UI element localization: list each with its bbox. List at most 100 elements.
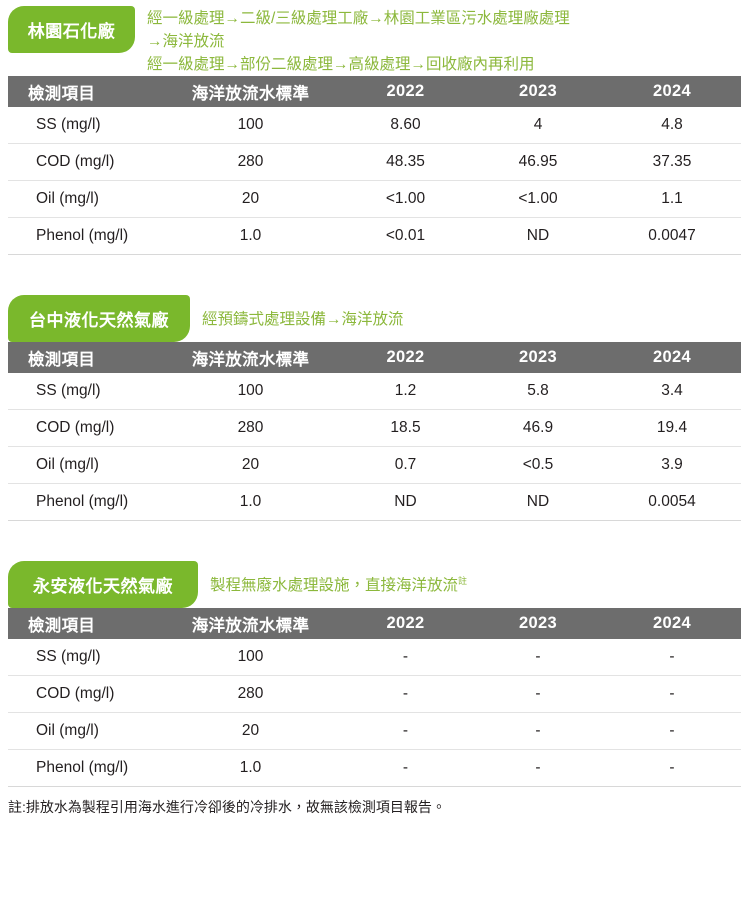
section-gap <box>0 521 749 561</box>
cell-item: COD (mg/l) <box>8 143 163 181</box>
table-footnote: 註:排放水為製程引用海水進行冷卻後的冷排水，故無該檢測項目報告。 <box>8 799 446 815</box>
cell-standard: 100 <box>163 639 338 676</box>
column-header-2022: 2022 <box>338 342 473 373</box>
treatment-flow-yongan-lng: 製程無廢水處理設施，直接海洋放流註 <box>198 561 749 597</box>
cell-2023: <0.5 <box>473 446 603 484</box>
cell-standard: 280 <box>163 409 338 447</box>
cell-2024: 37.35 <box>603 143 741 181</box>
cell-2024: 0.0054 <box>603 483 741 521</box>
cell-item: Phenol (mg/l) <box>8 483 163 521</box>
cell-2024: 4.8 <box>603 107 741 144</box>
cell-standard: 100 <box>163 107 338 144</box>
table-row: SS (mg/l) 100 8.60 4 4.8 <box>8 107 741 144</box>
cell-item: SS (mg/l) <box>8 639 163 676</box>
cell-2022: <0.01 <box>338 217 473 255</box>
cell-2024: - <box>603 712 741 750</box>
treatment-flow-taichung-lng: 經預鑄式處理設備→海洋放流 <box>190 295 749 331</box>
column-header-2022: 2022 <box>338 608 473 639</box>
cell-2024: 19.4 <box>603 409 741 447</box>
flow-line: 製程無廢水處理設施，直接海洋放流註 <box>210 574 749 597</box>
section-header-linyuan: 林園石化廠 經一級處理→二級/三級處理工廠→林園工業區污水處理廠處理 →海洋放流… <box>0 6 749 76</box>
plant-badge-linyuan: 林園石化廠 <box>8 6 135 53</box>
table-row: Oil (mg/l) 20 - - - <box>8 712 741 750</box>
cell-2022: 18.5 <box>338 409 473 447</box>
column-header-2023: 2023 <box>473 76 603 107</box>
column-header-standard: 海洋放流水標準 <box>163 342 338 373</box>
measurement-table-taichung-lng: 檢測項目 海洋放流水標準 2022 2023 2024 SS (mg/l) 10… <box>8 342 741 521</box>
cell-standard: 100 <box>163 373 338 410</box>
cell-2024: 1.1 <box>603 180 741 218</box>
column-header-standard: 海洋放流水標準 <box>163 608 338 639</box>
cell-standard: 20 <box>163 180 338 218</box>
cell-standard: 280 <box>163 675 338 713</box>
cell-2022: <1.00 <box>338 180 473 218</box>
cell-2023: 4 <box>473 107 603 144</box>
cell-2023: 46.95 <box>473 143 603 181</box>
cell-standard: 20 <box>163 712 338 750</box>
table-row: Phenol (mg/l) 1.0 <0.01 ND 0.0047 <box>8 217 741 255</box>
column-header-2022: 2022 <box>338 76 473 107</box>
table-row: SS (mg/l) 100 1.2 5.8 3.4 <box>8 373 741 410</box>
cell-item: COD (mg/l) <box>8 409 163 447</box>
cell-2024: - <box>603 749 741 787</box>
column-header-2023: 2023 <box>473 342 603 373</box>
cell-item: Oil (mg/l) <box>8 712 163 750</box>
flow-line: 經一級處理→部份二級處理→高級處理→回收廠內再利用 <box>147 56 535 73</box>
section-gap <box>0 255 749 295</box>
cell-standard: 20 <box>163 446 338 484</box>
cell-2024: - <box>603 675 741 713</box>
measurement-table-yongan-lng: 檢測項目 海洋放流水標準 2022 2023 2024 SS (mg/l) 10… <box>8 608 741 787</box>
table-row: Oil (mg/l) 20 0.7 <0.5 3.9 <box>8 446 741 484</box>
cell-item: Oil (mg/l) <box>8 446 163 484</box>
table-row: COD (mg/l) 280 18.5 46.9 19.4 <box>8 409 741 447</box>
footnote-marker: 註 <box>458 575 468 586</box>
column-header-standard: 海洋放流水標準 <box>163 76 338 107</box>
cell-2023: - <box>473 712 603 750</box>
table-row: COD (mg/l) 280 - - - <box>8 675 741 713</box>
column-header-item: 檢測項目 <box>8 76 163 107</box>
flow-line: 經預鑄式處理設備→海洋放流 <box>202 311 404 328</box>
table-row: Oil (mg/l) 20 <1.00 <1.00 1.1 <box>8 180 741 218</box>
table-row: SS (mg/l) 100 - - - <box>8 639 741 676</box>
cell-2024: 3.9 <box>603 446 741 484</box>
cell-2022: 1.2 <box>338 373 473 410</box>
cell-standard: 1.0 <box>163 483 338 521</box>
table-row: Phenol (mg/l) 1.0 - - - <box>8 749 741 787</box>
cell-2023: 5.8 <box>473 373 603 410</box>
cell-2023: - <box>473 675 603 713</box>
table-header-row: 檢測項目 海洋放流水標準 2022 2023 2024 <box>8 608 741 639</box>
cell-2023: - <box>473 749 603 787</box>
plant-section-taichung-lng: 台中液化天然氣廠 經預鑄式處理設備→海洋放流 檢測項目 海洋放流水標準 2022… <box>0 295 749 521</box>
cell-item: Oil (mg/l) <box>8 180 163 218</box>
cell-2022: 48.35 <box>338 143 473 181</box>
table-header-row: 檢測項目 海洋放流水標準 2022 2023 2024 <box>8 342 741 373</box>
cell-2024: 3.4 <box>603 373 741 410</box>
cell-item: SS (mg/l) <box>8 107 163 144</box>
cell-2022: 8.60 <box>338 107 473 144</box>
column-header-2024: 2024 <box>603 342 741 373</box>
cell-2023: <1.00 <box>473 180 603 218</box>
cell-2023: 46.9 <box>473 409 603 447</box>
cell-item: COD (mg/l) <box>8 675 163 713</box>
cell-2023: ND <box>473 483 603 521</box>
treatment-flow-linyuan: 經一級處理→二級/三級處理工廠→林園工業區污水處理廠處理 →海洋放流 經一級處理… <box>135 6 749 76</box>
cell-2022: ND <box>338 483 473 521</box>
cell-2022: - <box>338 712 473 750</box>
cell-2022: - <box>338 749 473 787</box>
plant-badge-taichung-lng: 台中液化天然氣廠 <box>8 295 190 342</box>
column-header-2024: 2024 <box>603 608 741 639</box>
cell-2022: - <box>338 639 473 676</box>
column-header-item: 檢測項目 <box>8 342 163 373</box>
cell-item: SS (mg/l) <box>8 373 163 410</box>
column-header-2023: 2023 <box>473 608 603 639</box>
table-row: COD (mg/l) 280 48.35 46.95 37.35 <box>8 143 741 181</box>
cell-2024: 0.0047 <box>603 217 741 255</box>
cell-2022: 0.7 <box>338 446 473 484</box>
cell-standard: 280 <box>163 143 338 181</box>
cell-standard: 1.0 <box>163 217 338 255</box>
flow-line: →海洋放流 <box>147 33 225 50</box>
plant-section-linyuan: 林園石化廠 經一級處理→二級/三級處理工廠→林園工業區污水處理廠處理 →海洋放流… <box>0 0 749 255</box>
measurement-table-linyuan: 檢測項目 海洋放流水標準 2022 2023 2024 SS (mg/l) 10… <box>8 76 741 255</box>
section-header-taichung-lng: 台中液化天然氣廠 經預鑄式處理設備→海洋放流 <box>0 295 749 342</box>
